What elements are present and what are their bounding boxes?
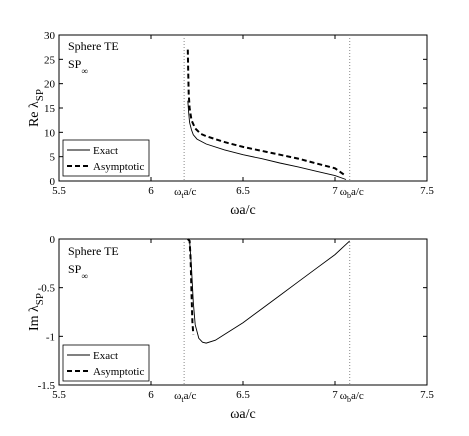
tick-group: 5.5 6 6.5 7 7.5 0 5 10 15 20 25 30 [44,30,434,197]
x-tick-label: 7 [332,185,338,197]
legend-label-asymptotic: Asymptotic [93,366,144,378]
series-asymptotic-line [186,49,347,177]
annotation-line-2: SP∞ [68,262,88,281]
y-tick-label: 15 [44,103,56,115]
x-tick-label: 7.5 [420,389,434,401]
x-tick-label: 6.5 [236,185,250,197]
series-group [187,238,351,344]
y-axis-title: Re λSP [27,89,46,127]
svg-text:Re λSP: Re λSP [27,89,46,127]
annotation-line-2: SP∞ [68,57,88,76]
x-tick-label: 6 [148,389,154,401]
series-exact-line [187,238,351,344]
band-edge-label: ωta/c [174,186,196,200]
y-tick-label: -1.5 [38,380,56,392]
tick-group: 5.5 6 6.5 7 7.5 0 -0.5 -1 -1.5 [38,234,435,401]
y-tick-label: 5 [50,152,56,164]
im-lambda-chart: 5.5 6 6.5 7 7.5 0 -0.5 -1 -1.5 ωta/c ωba/c Sphere… [27,234,434,422]
x-tick-label: 7 [332,389,338,401]
series-exact-line [187,100,347,180]
legend-box [62,139,150,177]
legend: Exact Asymptotic [62,139,150,177]
y-tick-label: -0.5 [38,283,56,295]
y-tick-label: 0 [50,234,56,246]
band-edge-label: ωba/c [340,186,364,200]
marker-group: ωta/c ωba/c [174,35,364,200]
x-axis-title: ωa/c [230,407,256,422]
annotation-line-1: Sphere TE [68,39,119,53]
legend-label-exact: Exact [93,145,118,157]
y-axis-title: Im λSP [27,293,46,331]
legend: Exact Asymptotic [62,344,150,382]
band-edge-label: ωba/c [340,390,364,404]
x-tick-label: 6.5 [236,389,250,401]
marker-group: ωta/c ωba/c [174,239,364,404]
y-tick-label: 25 [44,54,56,66]
y-tick-label: 30 [44,30,56,42]
y-tick-label: 20 [44,79,56,91]
y-tick-label: 10 [44,127,56,139]
legend-box [62,344,150,382]
x-tick-label: 6 [148,185,154,197]
x-tick-label: 7.5 [420,185,434,197]
x-axis-title: ωa/c [230,203,256,218]
series-asymptotic-line [187,238,195,335]
re-lambda-chart: 5.5 6 6.5 7 7.5 0 5 10 15 20 25 30 ωta/c ωba/c Spher… [27,30,434,218]
legend-label-asymptotic: Asymptotic [93,161,144,173]
x-tick-label: 5.5 [52,185,66,197]
annotation-line-1: Sphere TE [68,244,119,258]
y-tick-label: 0 [50,176,56,188]
legend-label-exact: Exact [93,350,118,362]
y-tick-label: -1 [46,331,55,343]
x-tick-label: 5.5 [52,389,66,401]
series-group [186,49,347,180]
band-edge-label: ωta/c [174,390,196,404]
svg-text:Im λSP: Im λSP [27,293,46,331]
